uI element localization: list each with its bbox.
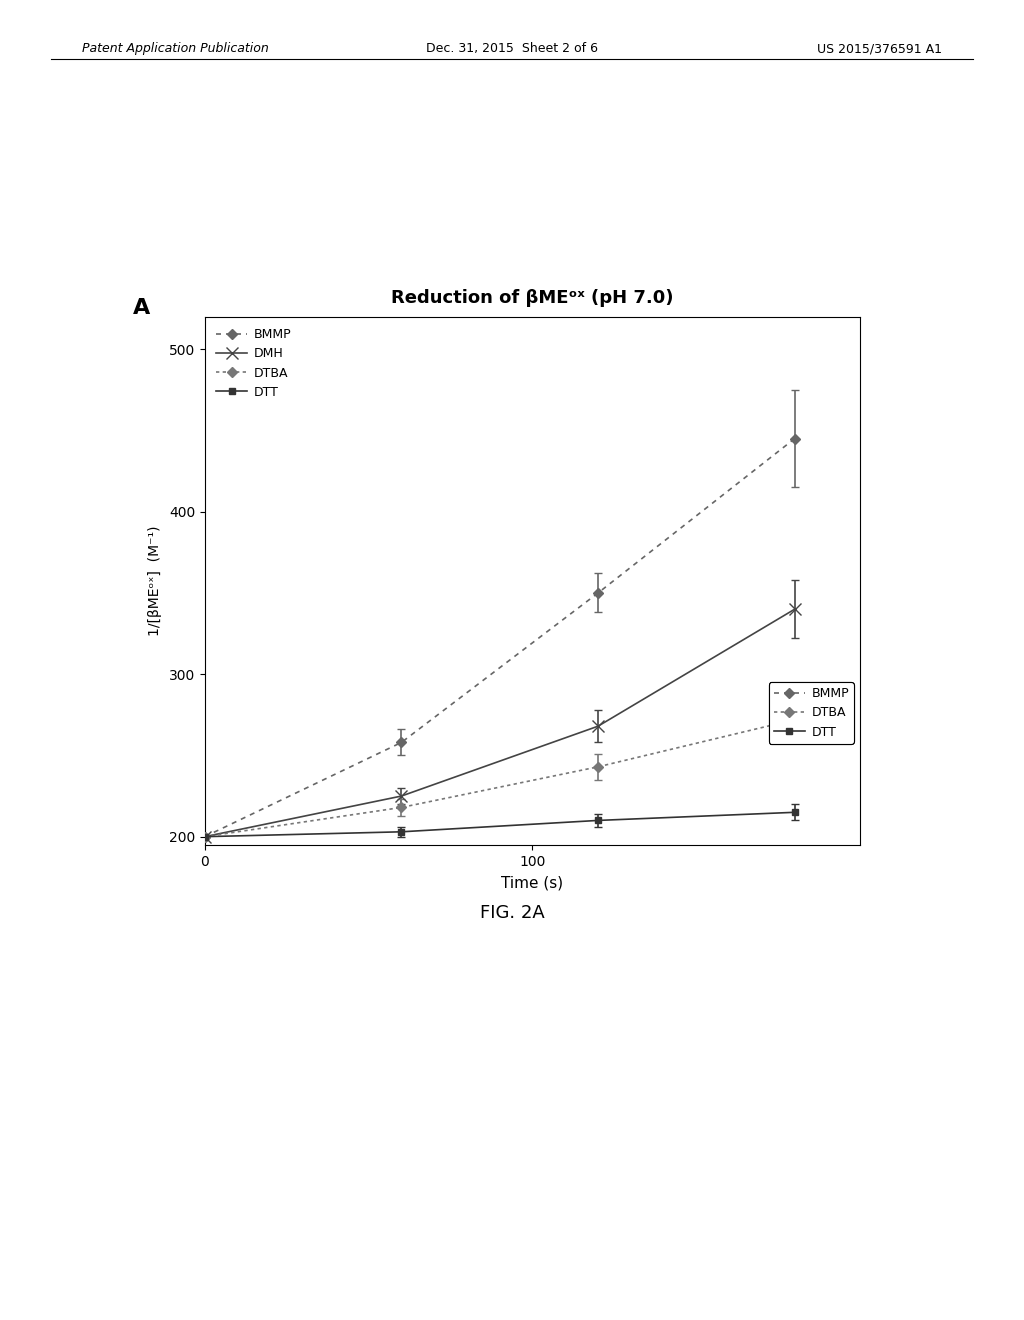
Text: Dec. 31, 2015  Sheet 2 of 6: Dec. 31, 2015 Sheet 2 of 6 xyxy=(426,42,598,55)
X-axis label: Time (s): Time (s) xyxy=(502,875,563,891)
Legend: BMMP, DTBA, DTT: BMMP, DTBA, DTT xyxy=(769,682,854,743)
Y-axis label: 1/[βMEᵒˣ]  (M⁻¹): 1/[βMEᵒˣ] (M⁻¹) xyxy=(147,525,162,636)
Text: US 2015/376591 A1: US 2015/376591 A1 xyxy=(817,42,942,55)
Text: Patent Application Publication: Patent Application Publication xyxy=(82,42,268,55)
Title: Reduction of βMEᵒˣ (pH 7.0): Reduction of βMEᵒˣ (pH 7.0) xyxy=(391,289,674,308)
Text: FIG. 2A: FIG. 2A xyxy=(479,904,545,923)
Text: A: A xyxy=(133,298,151,318)
